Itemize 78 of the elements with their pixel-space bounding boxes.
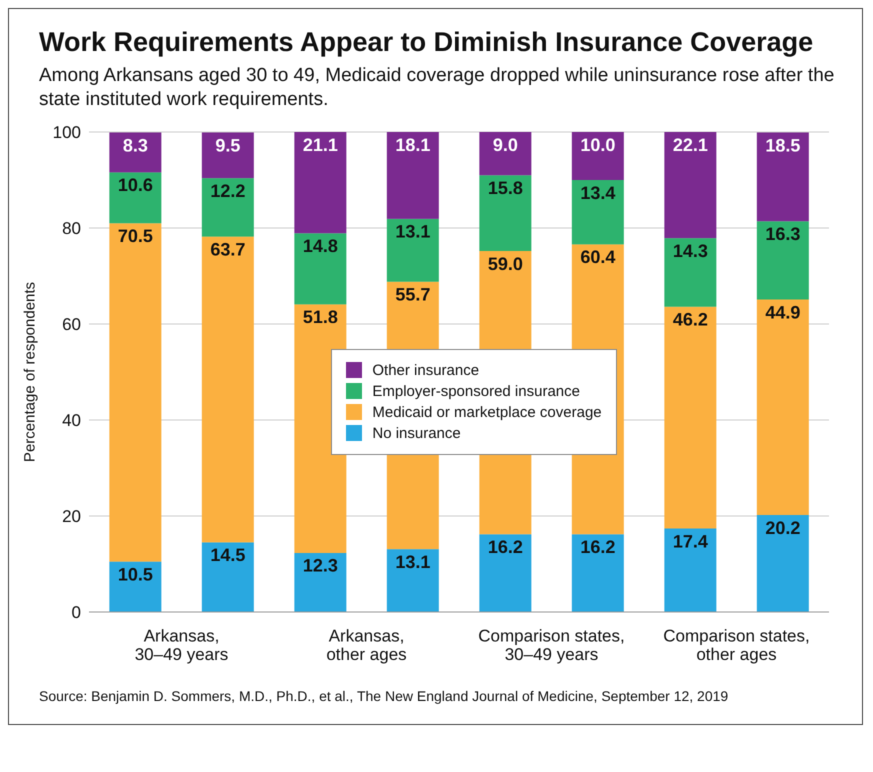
- bar: [202, 542, 254, 612]
- bar: [756, 299, 809, 515]
- bar: [756, 132, 809, 221]
- data-label: 20.2: [765, 517, 800, 538]
- legend-label: Employer-sponsored insurance: [372, 382, 580, 400]
- bar: [109, 222, 162, 562]
- bar: [386, 218, 439, 282]
- data-label: 18.5: [765, 134, 800, 155]
- data-label: 16.3: [765, 224, 800, 244]
- bar: [479, 534, 532, 612]
- x-tick-label: Arkansas, other ages: [326, 626, 407, 664]
- bar: [572, 534, 624, 612]
- data-label: 46.2: [672, 309, 708, 329]
- y-tick-label: 60: [62, 314, 81, 334]
- data-label: 9.0: [492, 134, 518, 154]
- x-tick-label: Comparison states, 30–49 years: [478, 626, 625, 664]
- data-label: 14.8: [302, 236, 338, 256]
- data-label: 13.4: [580, 182, 616, 202]
- chart-title: Work Requirements Appear to Diminish Insurance Coverage: [38, 27, 814, 59]
- bar: [664, 528, 716, 612]
- bar: [756, 514, 809, 612]
- bar: [664, 238, 716, 306]
- bar: [109, 132, 162, 172]
- bar: [202, 236, 254, 542]
- data-label: 51.8: [302, 306, 338, 327]
- y-tick-label: 20: [62, 506, 81, 526]
- y-axis-title: Percentage of respondents: [21, 281, 38, 462]
- y-tick-label: 40: [62, 410, 81, 430]
- data-label: 13.1: [395, 221, 430, 242]
- data-label: 15.8: [488, 177, 523, 198]
- bar: [664, 132, 716, 238]
- data-label: 9.5: [215, 134, 240, 155]
- data-label: 12.3: [302, 555, 338, 576]
- legend-label: Medicaid or marketplace coverage: [372, 404, 602, 420]
- data-label: 22.1: [672, 134, 708, 154]
- x-tick-label: Comparison states, other ages: [663, 626, 810, 664]
- data-label: 13.1: [395, 551, 430, 572]
- bar: [572, 132, 624, 180]
- data-label: 8.3: [122, 134, 148, 155]
- bar: [386, 132, 439, 218]
- bar: [109, 172, 162, 223]
- x-tick-label: Arkansas, 30–49 years: [134, 626, 228, 664]
- bar: [294, 552, 346, 612]
- bar: [479, 174, 532, 251]
- chart-subtitle: Among Arkansans aged 30 to 49, Medicaid coverage dropped while uninsurance rose after the state instituted work requirements.: [38, 64, 836, 112]
- bar: [294, 232, 346, 304]
- bar: [756, 220, 809, 300]
- bar: [386, 548, 439, 612]
- data-label: 55.7: [395, 284, 430, 304]
- bar: [572, 180, 624, 244]
- data-label: 10.0: [580, 134, 616, 154]
- y-tick-label: 100: [52, 122, 81, 142]
- data-label: 14.5: [210, 544, 246, 565]
- bar: [664, 306, 716, 528]
- legend-label: Other insurance: [372, 362, 480, 378]
- data-label: 59.0: [488, 253, 523, 274]
- data-label: 70.5: [118, 225, 153, 246]
- data-label: 14.3: [672, 240, 708, 260]
- data-label: 12.2: [210, 180, 246, 200]
- data-label: 21.1: [302, 134, 338, 154]
- data-label: 10.6: [118, 174, 153, 195]
- data-label: 18.1: [395, 134, 430, 154]
- data-label: 63.7: [210, 238, 246, 259]
- data-label: 10.5: [118, 564, 153, 584]
- y-tick-label: 0: [72, 602, 81, 622]
- bar: [479, 132, 532, 175]
- data-label: 60.4: [580, 246, 616, 267]
- data-label: 16.2: [488, 536, 523, 557]
- bar: [202, 132, 254, 178]
- data-label: 17.4: [672, 530, 708, 551]
- source-note: Source: Benjamin D. Sommers, M.D., Ph.D., et al., The New England Journal of Medicine, September 12, 2019: [38, 686, 730, 704]
- y-tick-label: 80: [62, 218, 81, 238]
- data-label: 44.9: [765, 302, 800, 322]
- bar: [294, 132, 346, 233]
- bar: [109, 561, 162, 612]
- data-label: 16.2: [580, 536, 616, 557]
- bar: [202, 178, 254, 236]
- legend-label: No insurance: [372, 424, 461, 442]
